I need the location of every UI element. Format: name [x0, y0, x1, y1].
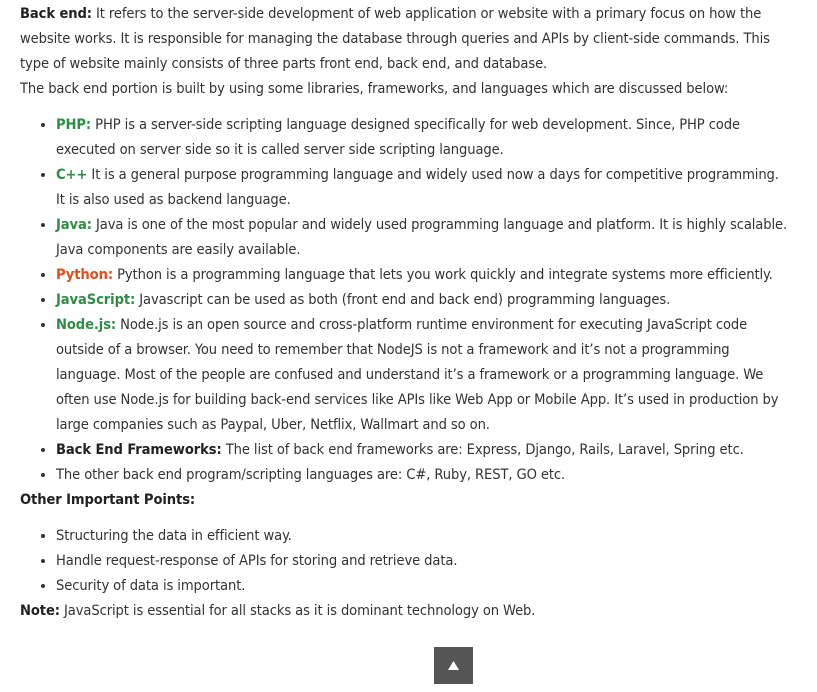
description: It is a general purpose programming lang…	[56, 166, 779, 208]
note-text: JavaScript is essential for all stacks a…	[64, 602, 536, 619]
description: Node.js is an open source and cross-plat…	[56, 316, 779, 433]
term: C++	[56, 166, 88, 183]
description: Javascript can be used as both (front en…	[139, 291, 671, 308]
point-item: Handle request-response of APIs for stor…	[56, 548, 791, 573]
arrow-icon	[448, 661, 459, 670]
language-item: PHP: PHP is a server-side scripting lang…	[56, 112, 791, 162]
language-item: C++ It is a general purpose programming …	[56, 162, 791, 212]
language-item: The other back end program/scripting lan…	[56, 462, 791, 487]
language-item: Node.js: Node.js is an open source and c…	[56, 312, 791, 437]
term: Python:	[56, 266, 113, 283]
intro: Back end: It refers to the server-side d…	[20, 1, 791, 76]
description: The other back end program/scripting lan…	[56, 466, 566, 483]
points-list: Structuring the data in efficient way.Ha…	[20, 523, 791, 598]
term: PHP:	[56, 116, 92, 133]
term: JavaScript:	[56, 291, 136, 308]
intro-label: Back end:	[20, 5, 92, 22]
point-item: Structuring the data in efficient way.	[56, 523, 791, 548]
term: Back End Frameworks:	[56, 441, 222, 458]
language-item: JavaScript: Javascript can be used as bo…	[56, 287, 791, 312]
description: Python is a programming language that le…	[117, 266, 773, 283]
term: Node.js:	[56, 316, 117, 333]
language-list: PHP: PHP is a server-side scripting lang…	[20, 112, 791, 487]
language-item: Back End Frameworks: The list of back en…	[56, 437, 791, 462]
note: Note: JavaScript is essential for all st…	[20, 598, 791, 623]
description: PHP is a server-side scripting language …	[56, 116, 740, 158]
term: Java:	[56, 216, 92, 233]
note-label: Note:	[20, 602, 60, 619]
points-heading: Other Important Points:	[20, 491, 196, 508]
language-item: Python: Python is a programming language…	[56, 262, 791, 287]
heading: Other Important Points:	[20, 487, 791, 512]
language-item: Java: Java is one of the most popular an…	[56, 212, 791, 262]
scroll-top-button[interactable]	[434, 647, 473, 684]
intro-text: It refers to the server-side development…	[20, 5, 770, 72]
point-item: Security of data is important.	[56, 573, 791, 598]
lead: The back end portion is built by using s…	[20, 80, 729, 97]
description: Java is one of the most popular and wide…	[56, 216, 788, 258]
article: Back end: It refers to the server-side d…	[0, 1, 817, 623]
description: The list of back end frameworks are: Exp…	[225, 441, 744, 458]
